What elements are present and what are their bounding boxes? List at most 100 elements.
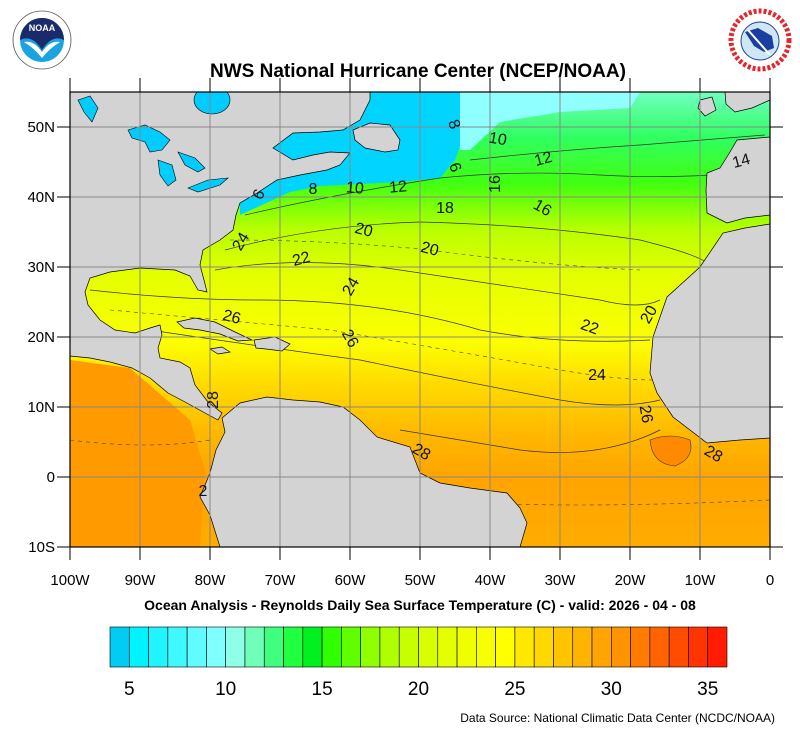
x-tick-label: 100W bbox=[50, 572, 90, 589]
land-jamaica bbox=[209, 346, 231, 355]
colorbar-swatch bbox=[591, 626, 612, 668]
x-tick-label: 70W bbox=[265, 572, 297, 589]
colorbar: 5 10 15 20 25 30 35 bbox=[109, 626, 728, 700]
colorbar-swatch bbox=[437, 626, 458, 668]
noaa-logo: NOAA bbox=[12, 10, 72, 70]
contour-label: 26 bbox=[221, 307, 243, 328]
contour-label: 22 bbox=[578, 316, 601, 338]
contour-label: 8 bbox=[309, 181, 318, 198]
y-tick-label: 10N bbox=[27, 399, 55, 416]
land-iberia bbox=[705, 136, 770, 224]
colorbar-swatch bbox=[128, 626, 149, 668]
y-tick-label: 20N bbox=[27, 329, 55, 346]
colorbar-label: 10 bbox=[215, 679, 236, 700]
land-cuba bbox=[176, 317, 254, 342]
land-south-america bbox=[199, 396, 528, 547]
land-north-america bbox=[70, 92, 371, 421]
colorbar-swatch bbox=[379, 626, 400, 668]
colorbar-swatch bbox=[148, 626, 169, 668]
x-tick-label: 90W bbox=[125, 572, 157, 589]
land-newfoundland bbox=[352, 122, 401, 153]
y-tick-label: 10S bbox=[28, 539, 55, 556]
hudson-bay bbox=[193, 92, 231, 115]
colorbar-swatch bbox=[283, 626, 304, 668]
colorbar-label: 25 bbox=[504, 679, 525, 700]
colorbar-swatch bbox=[649, 626, 670, 668]
colorbar-swatch bbox=[206, 626, 226, 668]
data-source: Data Source: National Climatic Data Cent… bbox=[460, 711, 775, 725]
contour-label: 12 bbox=[389, 178, 408, 196]
x-tick-label: 60W bbox=[335, 572, 367, 589]
contour-label: 10 bbox=[488, 130, 509, 150]
x-tick-label: 30W bbox=[545, 572, 577, 589]
y-tick-label: 0 bbox=[47, 469, 55, 486]
contour-label: 20 bbox=[353, 220, 375, 241]
colorbar-swatch bbox=[514, 626, 535, 668]
nws-logo bbox=[728, 8, 792, 72]
lake-winnipeg bbox=[77, 95, 99, 123]
axis-ticks: 100W 90W 80W 70W 60W 50W 40W 30W 20W 10W 0 50N 40N 30… bbox=[27, 78, 783, 589]
land-ireland bbox=[697, 96, 717, 117]
colorbar-label: 20 bbox=[408, 679, 429, 700]
colorbar-swatch bbox=[186, 626, 207, 668]
colorbar-swatch bbox=[167, 626, 188, 668]
colorbar-swatch bbox=[398, 626, 419, 668]
x-tick-label: 50W bbox=[405, 572, 437, 589]
colorbar-swatch bbox=[263, 626, 284, 668]
colorbar-swatch bbox=[360, 626, 381, 668]
x-tick-label: 20W bbox=[615, 572, 647, 589]
colorbar-swatch bbox=[572, 626, 593, 668]
colorbar-swatch bbox=[476, 626, 496, 668]
chart-title: NWS National Hurricane Center (NCEP/NOAA… bbox=[210, 61, 626, 82]
colorbar-swatch bbox=[533, 626, 554, 668]
colorbar-swatch bbox=[109, 626, 130, 668]
map-subtitle: Ocean Analysis - Reynolds Daily Sea Surf… bbox=[144, 597, 696, 613]
contour-label: 20 bbox=[637, 303, 661, 327]
y-tick-label: 50N bbox=[27, 119, 55, 136]
warm-pool-east bbox=[649, 435, 692, 467]
colorbar-swatch bbox=[321, 626, 342, 668]
graticule bbox=[70, 92, 770, 547]
x-tick-label: 0 bbox=[766, 572, 774, 589]
contour-label: 20 bbox=[419, 239, 441, 260]
contour-label: 26 bbox=[338, 327, 362, 351]
colorbar-swatch bbox=[688, 626, 709, 668]
y-tick-label: 30N bbox=[27, 259, 55, 276]
contour-label: 16 bbox=[487, 175, 504, 193]
colorbar-swatch bbox=[418, 626, 439, 668]
colorbar-label: 5 bbox=[124, 679, 135, 700]
x-tick-label: 40W bbox=[475, 572, 507, 589]
cool-water-region bbox=[460, 92, 640, 150]
colorbar-label: 35 bbox=[697, 679, 718, 700]
contour-label: 16 bbox=[530, 196, 554, 220]
contour-label: 2 bbox=[199, 483, 208, 500]
contour-label: 12 bbox=[533, 149, 555, 170]
contour-label: 24 bbox=[339, 275, 363, 299]
contour-label: 24 bbox=[229, 230, 253, 254]
contour-label: 28 bbox=[409, 440, 433, 464]
contour-label: 22 bbox=[291, 249, 313, 270]
colorbar-label: 30 bbox=[601, 679, 622, 700]
contour-label: 18 bbox=[436, 200, 454, 217]
x-tick-label: 10W bbox=[685, 572, 717, 589]
colorbar-swatch bbox=[668, 626, 689, 668]
contour-label: 14 bbox=[731, 151, 753, 172]
great-lakes bbox=[127, 124, 229, 193]
contour-label: 10 bbox=[345, 179, 364, 197]
colorbar-swatch bbox=[630, 626, 651, 668]
noaa-logo-text: NOAA bbox=[29, 23, 56, 33]
contour-label: 26 bbox=[636, 404, 656, 425]
x-tick-label: 80W bbox=[195, 572, 227, 589]
colorbar-swatch bbox=[225, 626, 246, 668]
colorbar-label: 15 bbox=[312, 679, 333, 700]
colorbar-swatch bbox=[611, 626, 631, 668]
land-britain bbox=[724, 92, 770, 113]
colorbar-swatch bbox=[302, 626, 323, 668]
colorbar-swatch bbox=[495, 626, 516, 668]
y-tick-label: 40N bbox=[27, 189, 55, 206]
colorbar-swatch bbox=[456, 626, 477, 668]
colorbar-swatch bbox=[553, 626, 574, 668]
contour-label: 24 bbox=[588, 367, 606, 384]
